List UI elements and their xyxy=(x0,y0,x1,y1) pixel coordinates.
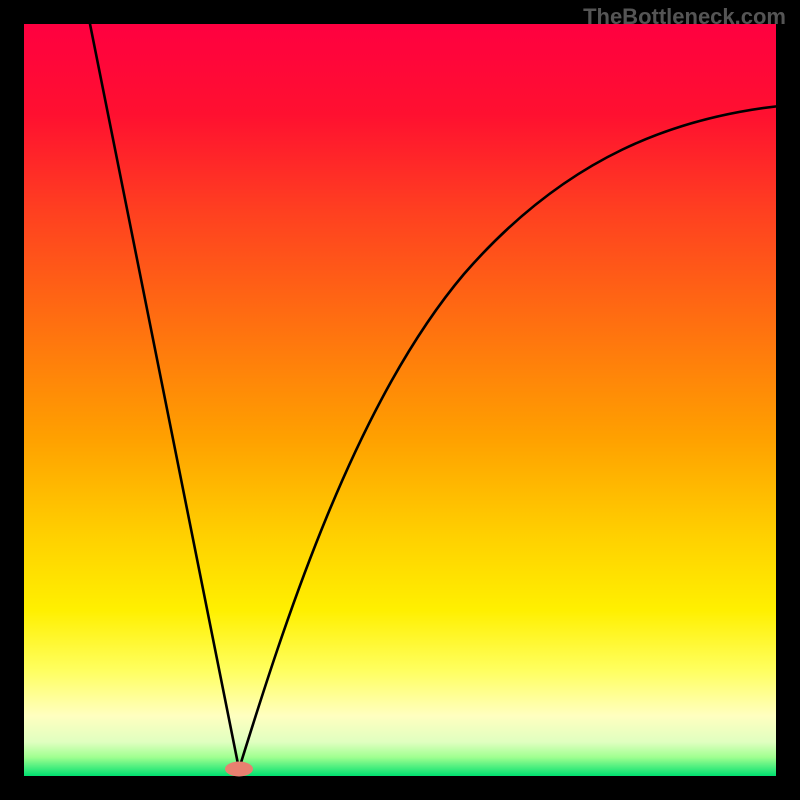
curve-left-segment xyxy=(84,0,239,769)
minimum-marker xyxy=(225,762,253,777)
curve-right-segment xyxy=(239,104,800,769)
watermark-text: TheBottleneck.com xyxy=(583,4,786,30)
chart-container: TheBottleneck.com xyxy=(0,0,800,800)
curve-svg xyxy=(24,24,776,776)
plot-area xyxy=(24,24,776,776)
